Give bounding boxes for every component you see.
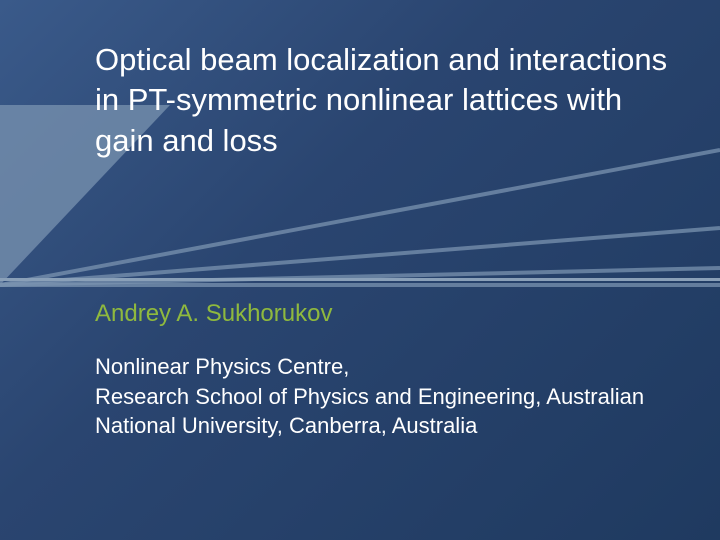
horizontal-divider xyxy=(0,278,720,281)
affiliation-text: Nonlinear Physics Centre, Research Schoo… xyxy=(95,352,680,441)
content-area: Optical beam localization and interactio… xyxy=(95,40,680,241)
slide-title: Optical beam localization and interactio… xyxy=(95,40,680,161)
author-name: Andrey A. Sukhorukov xyxy=(95,300,332,328)
slide: Optical beam localization and interactio… xyxy=(0,0,720,540)
